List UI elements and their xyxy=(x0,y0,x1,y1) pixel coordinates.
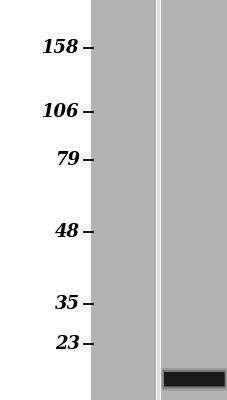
FancyBboxPatch shape xyxy=(163,372,224,386)
Text: 106: 106 xyxy=(42,103,79,121)
Text: 23: 23 xyxy=(54,335,79,353)
Text: 158: 158 xyxy=(42,39,79,57)
FancyBboxPatch shape xyxy=(161,368,226,390)
Text: 35: 35 xyxy=(54,295,79,313)
FancyBboxPatch shape xyxy=(162,370,225,388)
Bar xyxy=(160,0,227,400)
Bar xyxy=(91,0,155,400)
Text: 48: 48 xyxy=(54,223,79,241)
Text: 79: 79 xyxy=(54,151,79,169)
